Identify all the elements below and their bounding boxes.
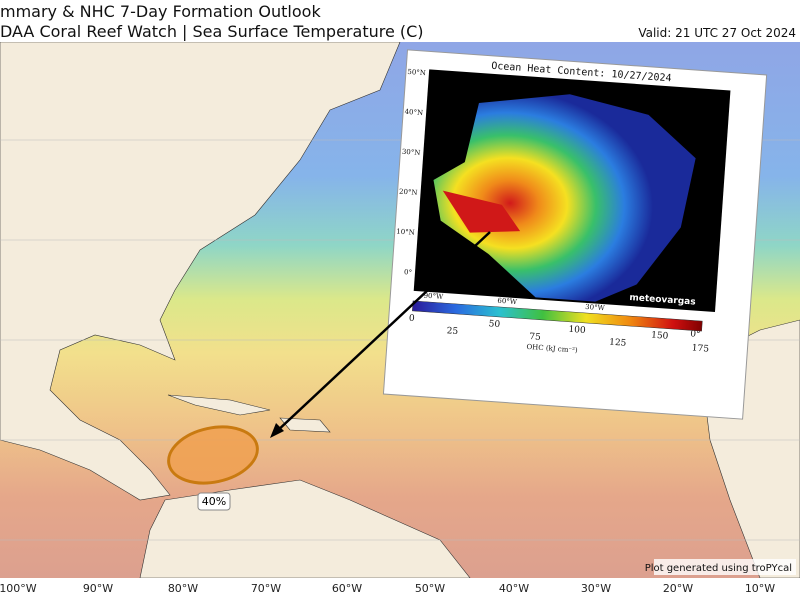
- inset-lat-label: 20°N: [399, 188, 418, 197]
- inset-lon-label: 90°W: [423, 292, 444, 301]
- colorbar-tick: 100: [568, 325, 586, 336]
- lon-label: 70°W: [251, 582, 281, 595]
- probability-box: [197, 492, 231, 511]
- title-line2: DAA Coral Reef Watch | Sea Surface Tempe…: [0, 22, 424, 41]
- header-bg: [0, 0, 800, 42]
- colorbar-tick: 25: [446, 326, 458, 337]
- lon-label: 80°W: [168, 582, 198, 595]
- inset-lon-label: 30°W: [585, 303, 606, 312]
- colorbar-tick: 125: [609, 338, 627, 349]
- colorbar-tick: 75: [529, 332, 541, 343]
- inset-lat-label: 0°: [404, 268, 413, 277]
- footer-bg: [0, 578, 800, 600]
- inset-lat-label: 10°N: [396, 228, 415, 237]
- colorbar-tick: 150: [651, 331, 669, 342]
- lon-label: 40°W: [499, 582, 529, 595]
- colorbar-tick: 0: [409, 314, 416, 324]
- lon-label: 50°W: [415, 582, 445, 595]
- colorbar-label: OHC (kJ cm⁻²): [526, 343, 578, 355]
- inset: Ocean Heat Content: 10/27/2024 50°N40°N3…: [382, 49, 768, 420]
- watermark: meteovargas: [629, 293, 696, 308]
- valid-time: Valid: 21 UTC 27 Oct 2024: [638, 26, 796, 40]
- lon-label: 60°W: [332, 582, 362, 595]
- hispaniola: [279, 417, 331, 433]
- inset-lon-label: 0°: [690, 329, 701, 340]
- colorbar-tick: 50: [488, 319, 500, 330]
- title-line1: mmary & NHC 7-Day Formation Outlook: [0, 2, 321, 21]
- credit-box: [654, 559, 796, 575]
- lon-label: 20°W: [663, 582, 693, 595]
- lon-label: 10°W: [745, 582, 775, 595]
- arrow: [274, 231, 491, 434]
- outlook-area: [167, 425, 259, 485]
- inset-lat-label: 40°N: [404, 108, 423, 117]
- lon-labels: 100°W 90°W 80°W 70°W 60°W 50°W 40°W 30°W 20°W 10°…: [0, 582, 775, 595]
- ohc-caribbean: [442, 190, 521, 233]
- north-america: [0, 41, 401, 501]
- lon-label: 100°W: [0, 582, 37, 595]
- lon-label: 30°W: [581, 582, 611, 595]
- inset-labels: 50°N 40°N 30°N 20°N 10°N 0° 90°W 60°W 30°W 0° 0 25 5…: [396, 68, 710, 355]
- cuba: [167, 394, 271, 416]
- inset-lon-label: 60°W: [497, 297, 518, 306]
- credit: Plot generated using troPYcal: [645, 563, 792, 574]
- inset-lat-label: 30°N: [402, 148, 421, 157]
- inset-lat-label: 50°N: [407, 68, 426, 77]
- arrow-head: [270, 423, 284, 438]
- probability-label: 40%: [202, 495, 226, 508]
- ohc-field: [433, 94, 696, 302]
- lon-label: 90°W: [83, 582, 113, 595]
- colorbar-tick: 175: [691, 343, 709, 354]
